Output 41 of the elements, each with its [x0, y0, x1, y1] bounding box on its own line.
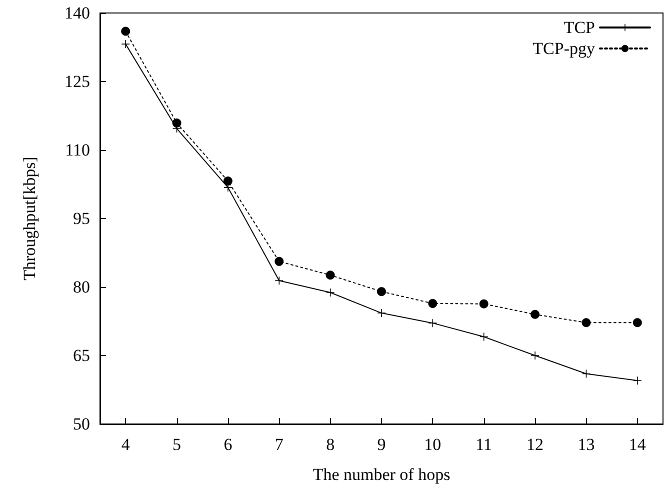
- y-axis-title: Throughput[kbps]: [20, 156, 39, 280]
- y-tick-label: 140: [64, 4, 90, 22]
- x-tick-label: 5: [172, 435, 182, 454]
- point: [428, 298, 438, 308]
- point: [223, 176, 232, 186]
- point: [122, 40, 130, 48]
- point: [633, 376, 642, 385]
- y-tick-label: 80: [73, 278, 90, 296]
- point: [121, 26, 130, 36]
- point: [172, 118, 182, 128]
- y-tick-label: 50: [73, 414, 90, 434]
- point: [275, 276, 284, 285]
- point: [326, 270, 335, 280]
- legend-label: TCP-pgy: [532, 39, 596, 58]
- point: [479, 299, 488, 308]
- point: [582, 318, 591, 328]
- point: [428, 319, 437, 328]
- y-tick-label: 125: [64, 72, 90, 91]
- y-tick-label: 95: [73, 209, 90, 228]
- x-tick-label: 11: [476, 435, 492, 454]
- x-tick-label: 10: [424, 435, 442, 454]
- y-tick-label: 65: [73, 346, 90, 365]
- x-tick-label: 13: [578, 435, 595, 454]
- point: [531, 352, 540, 360]
- point: [632, 318, 642, 328]
- point: [378, 309, 386, 318]
- x-axis-title: The number of hops: [312, 465, 450, 484]
- point: [480, 332, 488, 341]
- y-tick-label: 110: [65, 140, 90, 160]
- x-tick-label: 7: [274, 435, 284, 454]
- point: [274, 256, 284, 266]
- x-tick-label: 4: [121, 435, 130, 454]
- point: [530, 310, 540, 319]
- point: [377, 287, 386, 296]
- x-tick-label: 6: [224, 435, 232, 454]
- x-tick-label: 14: [628, 435, 646, 454]
- x-tick-label: 9: [377, 435, 386, 454]
- x-tick-label: 8: [326, 435, 335, 454]
- legend-label: TCP: [564, 18, 595, 37]
- x-tick-label: 12: [526, 435, 544, 454]
- point: [326, 288, 334, 296]
